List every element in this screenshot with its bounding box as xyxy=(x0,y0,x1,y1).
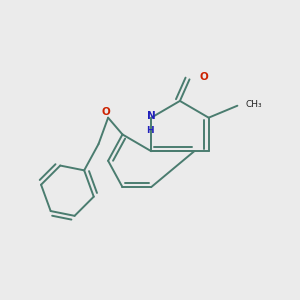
Text: O: O xyxy=(101,107,110,117)
Text: N: N xyxy=(147,112,156,122)
Text: H: H xyxy=(146,126,154,135)
Text: O: O xyxy=(199,73,208,82)
Text: CH₃: CH₃ xyxy=(246,100,262,109)
